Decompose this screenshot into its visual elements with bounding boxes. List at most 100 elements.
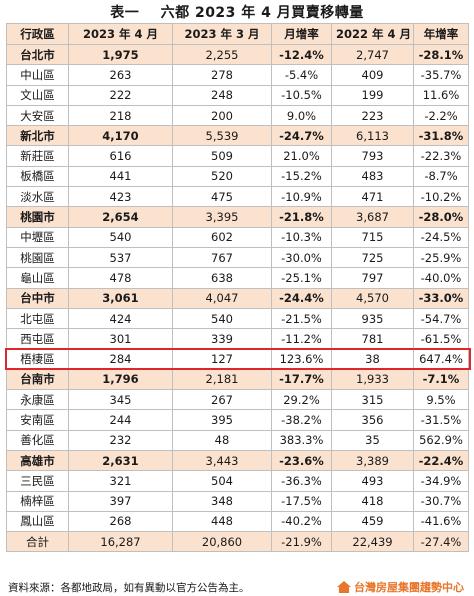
cell-apr-2022: 781: [331, 328, 414, 350]
cell-mom-rate: -21.9%: [271, 531, 332, 553]
table-row: 三民區 321 504 -36.3% 493 -34.9%: [6, 470, 469, 492]
cell-district: 善化區: [6, 429, 69, 451]
cell-apr-2022: 471: [331, 186, 414, 208]
cell-apr-2022: 315: [331, 389, 414, 411]
cell-mar-2023: 395: [172, 409, 272, 431]
table-row: 梧棲區 284 127 123.6% 38 647.4%: [6, 348, 469, 370]
cell-yoy-rate: 562.9%: [413, 429, 469, 451]
city-row: 新北市 4,170 5,539 -24.7% 6,113 -31.8%: [6, 125, 469, 147]
cell-apr-2023: 4,170: [68, 125, 173, 147]
brand-logo-text: 台灣房屋集團趨勢中心: [354, 581, 464, 594]
cell-apr-2023: 1,796: [68, 368, 173, 391]
cell-apr-2022: 3,389: [331, 449, 414, 472]
table-title-label: 表一: [110, 5, 140, 21]
cell-yoy-rate: -30.7%: [413, 490, 469, 512]
cell-mar-2023: 48: [172, 429, 272, 451]
cell-apr-2022: 38: [331, 348, 414, 370]
cell-yoy-rate: -24.5%: [413, 226, 469, 248]
cell-apr-2023: 397: [68, 490, 173, 512]
cell-district: 高雄市: [6, 449, 69, 472]
cell-yoy-rate: -33.0%: [413, 287, 469, 309]
cell-district: 永康區: [6, 389, 69, 411]
cell-mar-2023: 509: [172, 145, 272, 167]
cell-yoy-rate: -28.0%: [413, 206, 469, 228]
cell-district: 楠梓區: [6, 490, 69, 512]
table-body: 台北市 1,975 2,255 -12.4% 2,747 -28.1% 中山區 263 278-…: [6, 43, 469, 553]
table-row: 淡水區 423 475 -10.9% 471 -10.2%: [6, 186, 469, 208]
cell-mom-rate: -17.7%: [271, 368, 332, 391]
cell-apr-2023: 222: [68, 84, 173, 106]
cell-mar-2023: 504: [172, 470, 272, 492]
cell-district: 新莊區: [6, 145, 69, 167]
cell-apr-2022: 797: [331, 267, 414, 289]
cell-district: 桃園區: [6, 246, 69, 269]
cell-mom-rate: -17.5%: [271, 490, 332, 512]
cell-district: 新北市: [6, 125, 69, 147]
cell-apr-2022: 715: [331, 226, 414, 248]
cell-mar-2023: 767: [172, 246, 272, 269]
cell-apr-2022: 3,687: [331, 206, 414, 228]
cell-apr-2023: 616: [68, 145, 173, 167]
cell-mom-rate: 21.0%: [271, 145, 332, 167]
cell-mar-2023: 520: [172, 165, 272, 188]
source-note: 資料來源：各都地政局，如有異動以官方公告為主。: [8, 582, 250, 594]
cell-apr-2022: 35: [331, 429, 414, 451]
table-row: 永康區 345 267 29.2% 315 9.5%: [6, 389, 469, 411]
cell-district: 桃園市: [6, 206, 69, 228]
cell-apr-2023: 284: [68, 348, 173, 370]
cell-district: 中壢區: [6, 226, 69, 248]
table-row: 文山區 222 248 -10.5% 199 11.6%: [6, 84, 469, 106]
cell-mom-rate: -10.9%: [271, 186, 332, 208]
table-row: 板橋區 441 520 -15.2% 483 -8.7%: [6, 165, 469, 188]
cell-apr-2022: 409: [331, 64, 414, 86]
cell-mar-2023: 638: [172, 267, 272, 289]
city-row: 高雄市 2,631 3,443 -23.6% 3,389 -22.4%: [6, 449, 469, 472]
cell-mom-rate: -36.3%: [271, 470, 332, 492]
header-district: 行政區: [6, 23, 69, 45]
cell-district: 台中市: [6, 287, 69, 309]
cell-apr-2023: 1,975: [68, 43, 173, 66]
cell-apr-2023: 301: [68, 328, 173, 350]
cell-mom-rate: 123.6%: [271, 348, 332, 370]
cell-apr-2022: 1,933: [331, 368, 414, 391]
cell-mom-rate: -24.4%: [271, 287, 332, 309]
cell-apr-2022: 223: [331, 104, 414, 127]
cell-mom-rate: -24.7%: [271, 125, 332, 147]
cell-mom-rate: -10.3%: [271, 226, 332, 248]
cell-apr-2022: 418: [331, 490, 414, 512]
cell-mar-2023: 348: [172, 490, 272, 512]
table-title: 表一 六都 2023 年 4 月買賣移轉量: [0, 2, 474, 22]
cell-apr-2023: 537: [68, 246, 173, 269]
cell-apr-2023: 218: [68, 104, 173, 127]
cell-yoy-rate: -54.7%: [413, 307, 469, 330]
cell-yoy-rate: -7.1%: [413, 368, 469, 391]
cell-apr-2023: 244: [68, 409, 173, 431]
cell-apr-2023: 16,287: [68, 531, 173, 553]
cell-mar-2023: 3,395: [172, 206, 272, 228]
table-row: 北屯區 424 540 -21.5% 935 -54.7%: [6, 307, 469, 330]
cell-district: 台南市: [6, 368, 69, 391]
house-icon: [337, 581, 351, 593]
cell-mom-rate: -11.2%: [271, 328, 332, 350]
table-row: 西屯區 301 339 -11.2% 781 -61.5%: [6, 328, 469, 350]
table-row: 楠梓區 397 348 -17.5% 418 -30.7%: [6, 490, 469, 512]
cell-apr-2022: 356: [331, 409, 414, 431]
cell-yoy-rate: -27.4%: [413, 531, 469, 553]
cell-yoy-rate: -31.8%: [413, 125, 469, 147]
cell-apr-2023: 3,061: [68, 287, 173, 309]
cell-mar-2023: 200: [172, 104, 272, 127]
cell-apr-2023: 478: [68, 267, 173, 289]
cell-mom-rate: -12.4%: [271, 43, 332, 66]
cell-mom-rate: -21.8%: [271, 206, 332, 228]
cell-district: 三民區: [6, 470, 69, 492]
cell-mom-rate: -40.2%: [271, 510, 332, 533]
cell-apr-2023: 345: [68, 389, 173, 411]
cell-apr-2023: 540: [68, 226, 173, 248]
cell-mar-2023: 602: [172, 226, 272, 248]
cell-district: 板橋區: [6, 165, 69, 188]
cell-apr-2023: 268: [68, 510, 173, 533]
cell-yoy-rate: -40.0%: [413, 267, 469, 289]
table-row: 鳳山區 268 448 -40.2% 459 -41.6%: [6, 510, 469, 533]
cell-apr-2022: 199: [331, 84, 414, 106]
header-row: 行政區 2023 年 4 月 2023 年 3 月 月增率 2022 年 4 月…: [6, 23, 469, 45]
